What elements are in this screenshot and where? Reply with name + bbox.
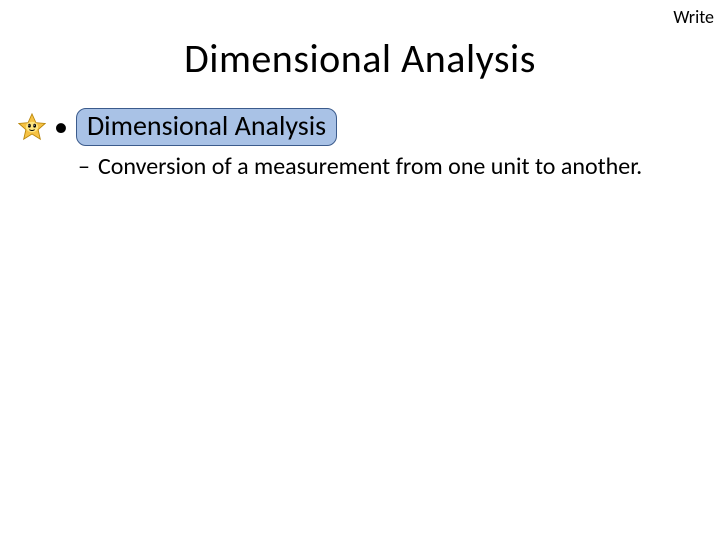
slide: Write Dimensional Analysis • Dimensional… — [0, 0, 720, 540]
bullet-level-2: – Conversion of a measurement from one u… — [78, 152, 680, 182]
star-icon — [18, 113, 46, 141]
sub-bullet-text: Conversion of a measurement from one uni… — [98, 152, 642, 182]
content-area: • Dimensional Analysis – Conversion of a… — [18, 108, 680, 182]
bullet-level-1: • Dimensional Analysis — [18, 108, 680, 146]
dash-marker: – — [78, 152, 90, 182]
highlight-term: Dimensional Analysis — [76, 108, 337, 146]
slide-title: Dimensional Analysis — [0, 34, 720, 83]
bullet-marker: • — [54, 113, 68, 141]
corner-label: Write — [673, 6, 714, 28]
